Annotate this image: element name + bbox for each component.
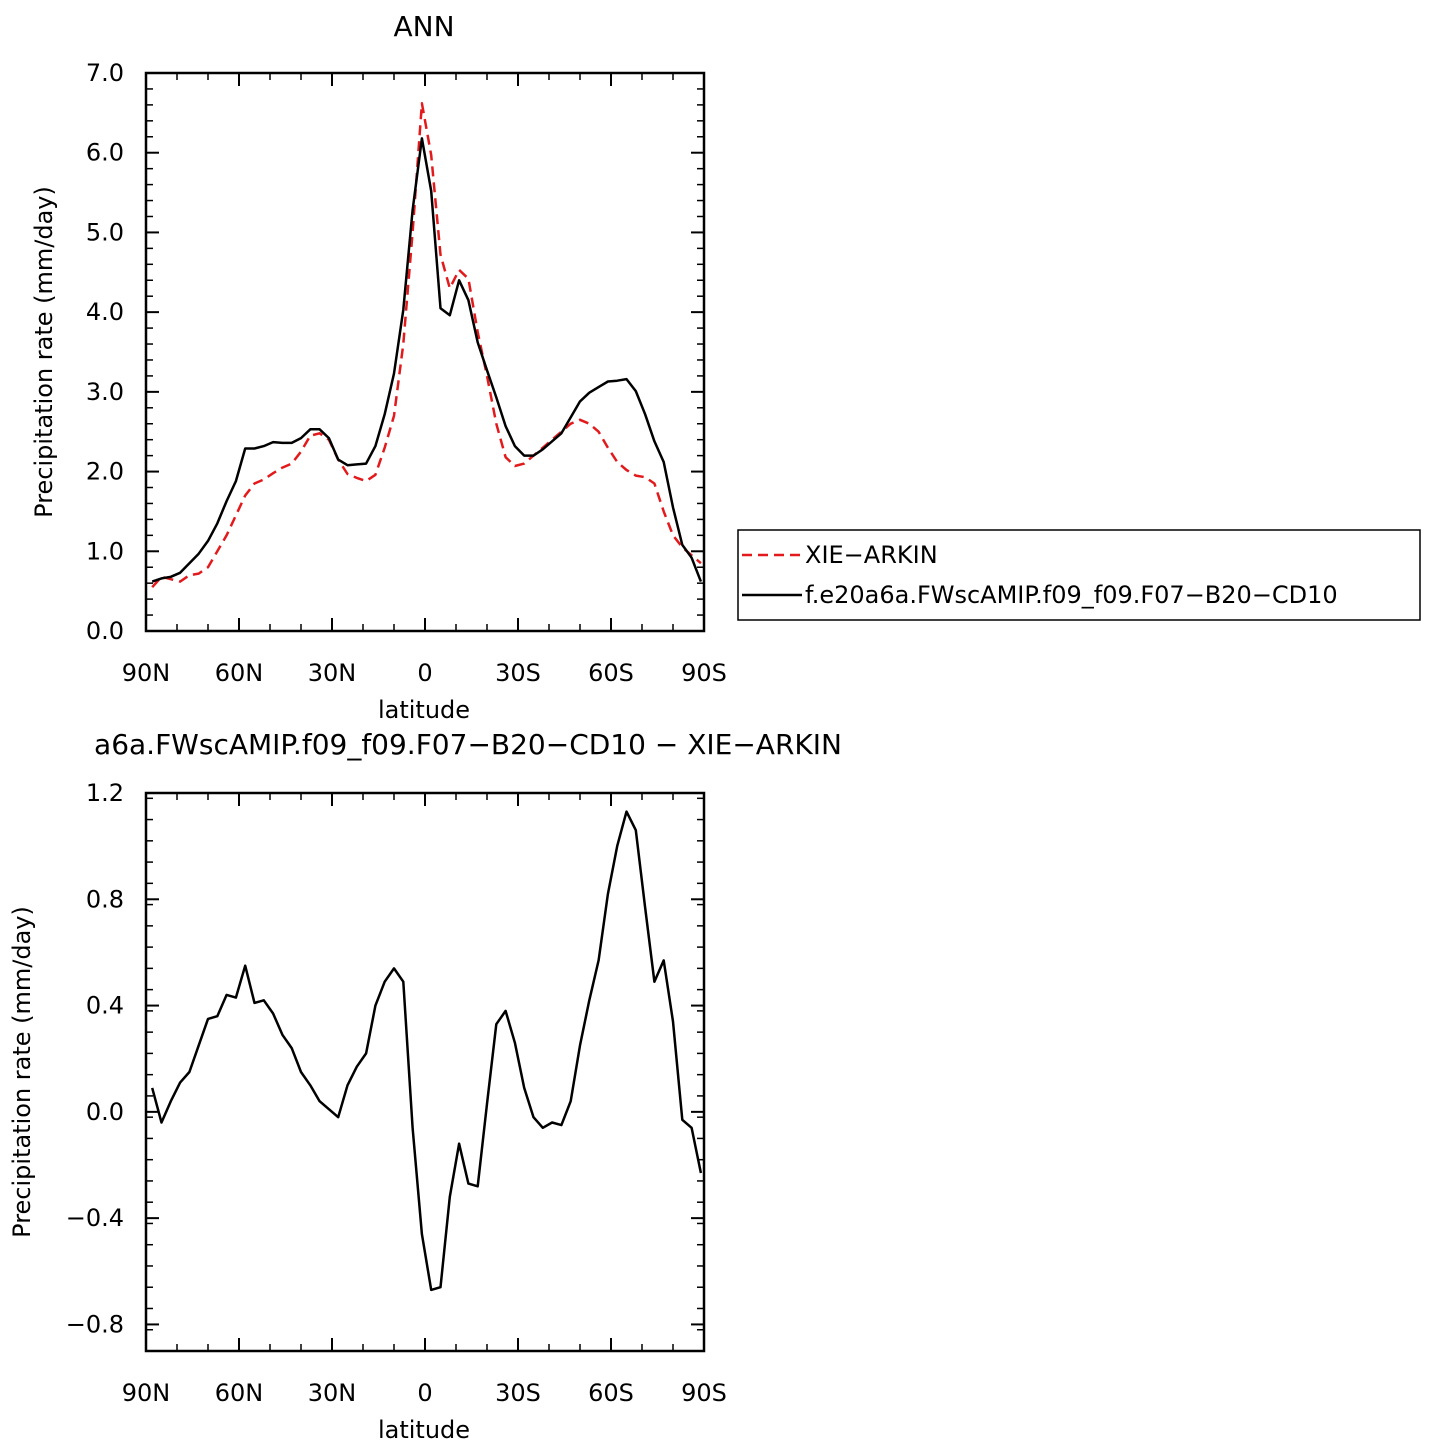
y-tick-label: 2.0 <box>86 458 124 486</box>
x-tick-label: 30S <box>495 659 541 687</box>
x-tick-label: 90N <box>122 1379 171 1407</box>
bottom-y-axis-label: Precipitation rate (mm/day) <box>8 906 36 1238</box>
legend-box <box>737 529 1421 621</box>
bottom-axis-ticks: 90N 60N 30N 0 30S 60S 90S −0.8 −0.4 0.0 0.4 0.8 1.2 <box>66 779 727 1407</box>
y-tick-label: 0.8 <box>86 885 124 913</box>
legend-label-model: f.e20a6a.FWscAMIP.f09_f09.F07−B20−CD10 <box>805 581 1338 609</box>
x-tick-label: 60S <box>588 1379 634 1407</box>
x-tick-label: 60N <box>215 1379 264 1407</box>
x-tick-label: 90N <box>122 659 171 687</box>
top-series-lines <box>151 102 703 589</box>
x-tick-label: 0 <box>417 659 432 687</box>
series-line-xie-arkin <box>151 102 702 589</box>
x-tick-label: 0 <box>417 1379 432 1407</box>
bottom-series-lines <box>150 810 703 1292</box>
x-tick-label: 30N <box>308 659 357 687</box>
legend-label-xie-arkin: XIE−ARKIN <box>805 541 938 569</box>
y-tick-label: 1.2 <box>86 779 124 807</box>
top-axis-ticks: 90N 60N 30N 0 30S 60S 90S 0.0 1.0 2.0 3.0 4.0 5.0 6.0… <box>86 59 727 687</box>
top-panel: ANN 90N 60N 30N 0 30S 60S 90S 0.0 1.0 2.0 3.0 4.0 5.… <box>30 10 727 724</box>
y-tick-label: 6.0 <box>86 139 124 167</box>
y-tick-label: 0.4 <box>86 992 124 1020</box>
bottom-panel-title: a6a.FWscAMIP.f09_f09.F07−B20−CD10 − XIE−… <box>94 728 842 761</box>
bottom-plot-frame <box>144 791 706 1353</box>
x-tick-label: 60N <box>215 659 264 687</box>
y-tick-label: 3.0 <box>86 378 124 406</box>
y-tick-label: 1.0 <box>86 537 124 565</box>
top-y-axis-label: Precipitation rate (mm/day) <box>30 186 58 518</box>
x-tick-label: 30S <box>495 1379 541 1407</box>
series-line-difference <box>150 810 703 1292</box>
y-tick-label: 5.0 <box>86 218 124 246</box>
x-tick-label: 30N <box>308 1379 357 1407</box>
bottom-panel: a6a.FWscAMIP.f09_f09.F07−B20−CD10 − XIE−… <box>8 728 842 1444</box>
x-tick-label: 90S <box>681 659 727 687</box>
y-tick-label: 0.0 <box>86 617 124 645</box>
y-tick-label: 0.0 <box>86 1098 124 1126</box>
y-tick-label: 4.0 <box>86 298 124 326</box>
legend: XIE−ARKIN f.e20a6a.FWscAMIP.f09_f09.F07−… <box>737 529 1421 621</box>
y-tick-label: −0.8 <box>66 1310 124 1338</box>
x-tick-label: 90S <box>681 1379 727 1407</box>
bottom-x-axis-label: latitude <box>378 1416 470 1444</box>
x-tick-label: 60S <box>588 659 634 687</box>
y-tick-label: 7.0 <box>86 59 124 87</box>
top-x-axis-label: latitude <box>378 696 470 724</box>
y-tick-label: −0.4 <box>66 1204 124 1232</box>
top-panel-title: ANN <box>393 10 454 43</box>
series-line-model <box>151 137 703 583</box>
